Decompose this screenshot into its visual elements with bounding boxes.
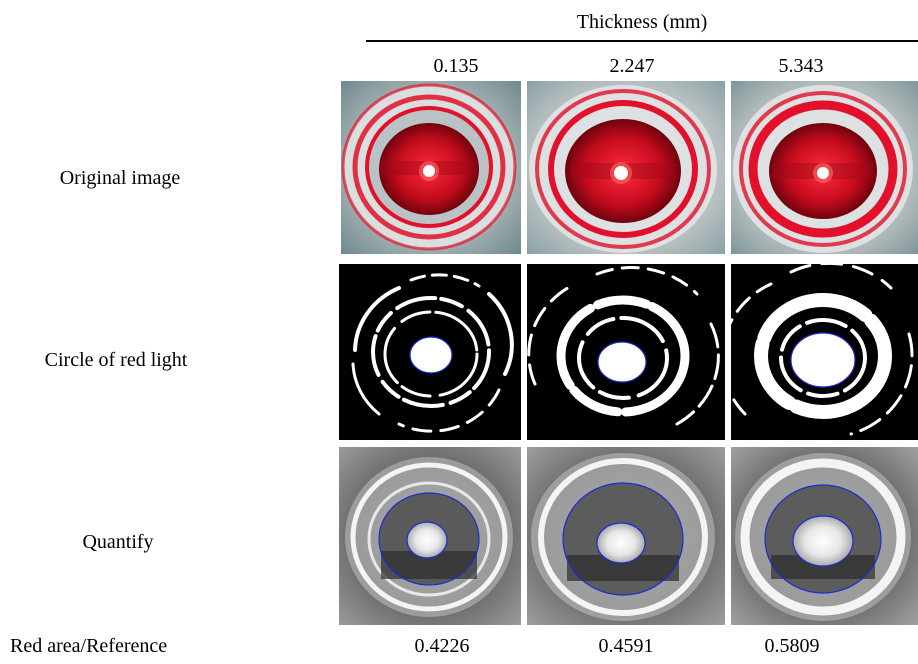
- original-image-1: [341, 81, 521, 254]
- header-title: Thickness (mm): [576, 11, 708, 33]
- quantify-image-3: [731, 447, 918, 625]
- circle-of-red-light-2: [527, 264, 725, 440]
- thickness-value-1: 0.135: [433, 55, 479, 77]
- circle-of-red-light-3: [731, 264, 918, 440]
- thickness-value-2: 2.247: [609, 55, 655, 77]
- original-image-2: [527, 81, 725, 254]
- header-divider: [366, 40, 918, 42]
- quantify-image-1: [339, 447, 521, 625]
- row-label-circle: Circle of red light: [44, 349, 188, 371]
- quantify-image-2: [527, 447, 725, 625]
- ratio-value-3: 0.5809: [764, 635, 820, 657]
- ratio-value-2: 0.4591: [598, 635, 654, 657]
- thickness-value-3: 5.343: [778, 55, 824, 77]
- original-image-3: [731, 81, 918, 254]
- footer-label: Red area/Reference: [10, 635, 168, 657]
- row-label-original: Original image: [59, 167, 181, 189]
- circle-of-red-light-1: [339, 264, 521, 440]
- row-label-quantify: Quantify: [82, 531, 154, 553]
- ratio-value-1: 0.4226: [414, 635, 470, 657]
